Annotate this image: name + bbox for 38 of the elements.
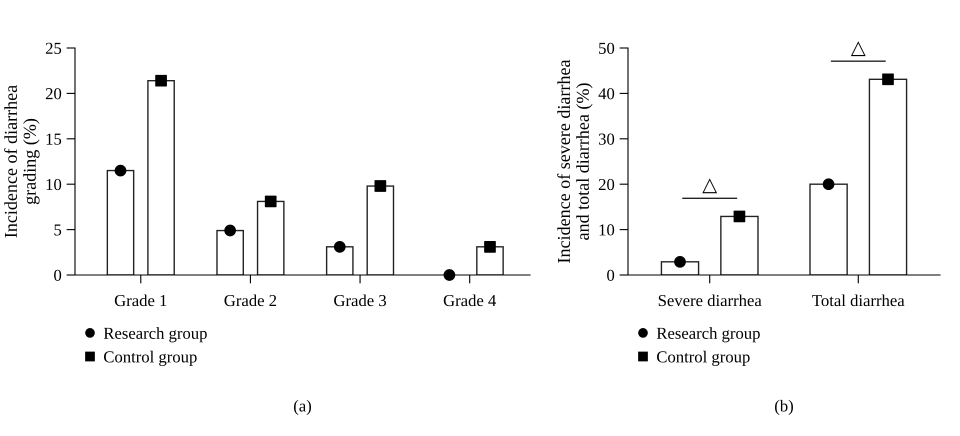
y-tick-label: 10 (600, 224, 614, 236)
bar (147, 80, 175, 275)
y-tick-label: 40 (598, 88, 614, 100)
bar (326, 246, 354, 275)
y-tick-label: 20 (598, 178, 614, 190)
annotation: △ (702, 178, 718, 194)
legend-label: Research group (656, 327, 760, 342)
bar (256, 200, 285, 275)
bar (720, 216, 759, 275)
x-tick-label: Grade 4 (444, 294, 496, 306)
bar (106, 170, 134, 275)
y-tick-label: 25 (46, 42, 62, 54)
x-tick-label: Grade 3 (334, 294, 386, 306)
bar (216, 230, 244, 275)
x-tick-label: Total diarrhea (812, 294, 904, 306)
x-tick-label: Grade 1 (114, 294, 166, 306)
y-tick-label: 50 (599, 42, 614, 54)
legend-label: Research group (104, 327, 207, 342)
y-tick-label: 5 (54, 224, 62, 236)
y-axis-title: Incidence of diarrhea grading (%) (4, 85, 40, 238)
x-tick-label: Grade 2 (224, 294, 276, 306)
text: (a) (294, 400, 312, 415)
bar (366, 185, 394, 275)
bar (476, 246, 504, 275)
legend-label: Control group (657, 350, 750, 366)
legend-label: Control group (104, 350, 197, 366)
x-tick-label: Severe diarrhea (658, 294, 762, 306)
y-tick-label: 30 (598, 134, 614, 145)
y-axis-title: Incidence of severe diarrhea and total diarrhea (%) (557, 60, 593, 263)
y-tick-label: 15 (46, 134, 62, 145)
y-tick-label: 20 (46, 88, 62, 100)
y-tick-label: 10 (46, 178, 62, 190)
bar (868, 78, 908, 275)
bar (809, 184, 848, 275)
text: (b) (775, 400, 793, 415)
y-tick-label: 0 (607, 270, 614, 281)
annotation: △ (850, 41, 866, 56)
y-tick-label: 0 (54, 270, 62, 281)
